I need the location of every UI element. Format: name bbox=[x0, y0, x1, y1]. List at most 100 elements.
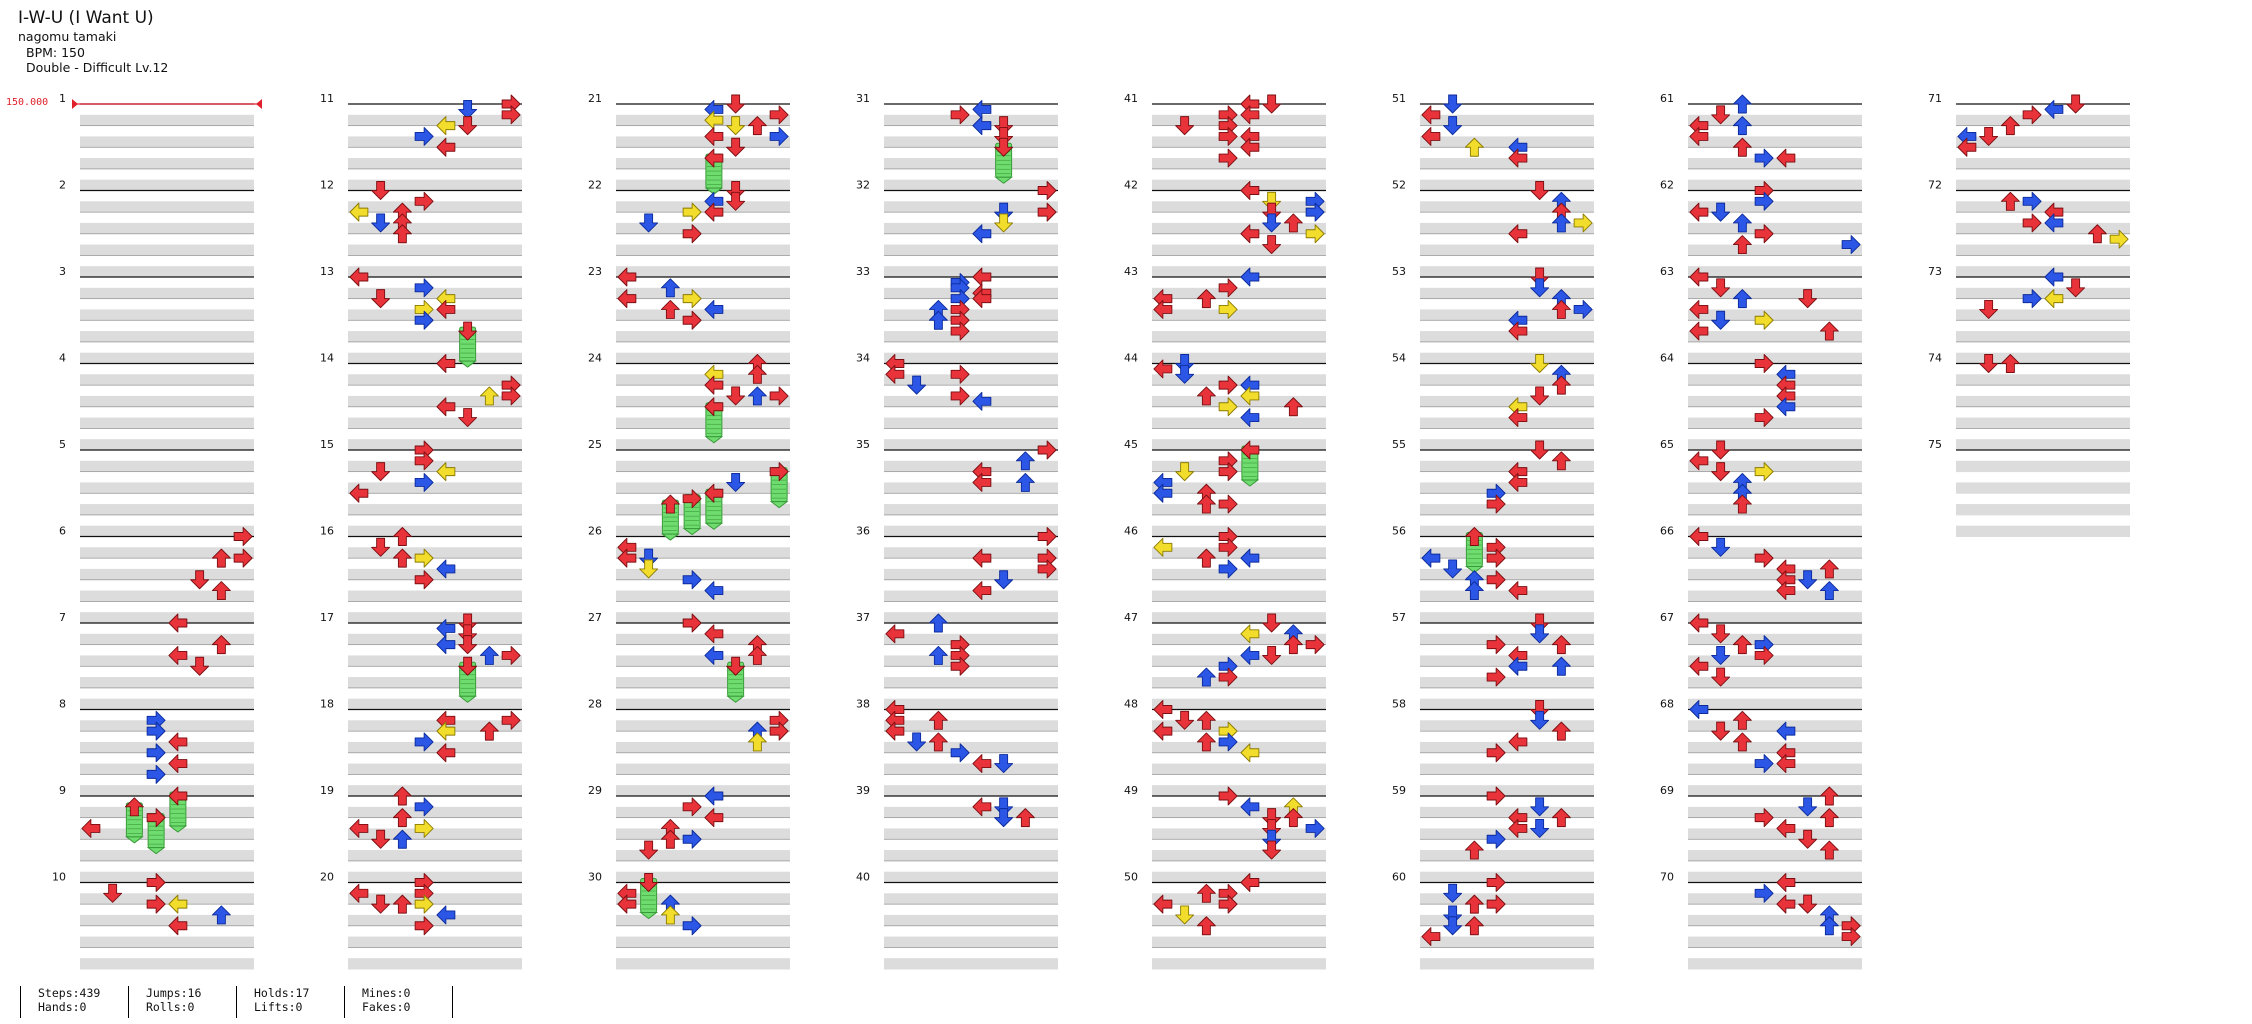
measure-25: 25 bbox=[588, 438, 790, 537]
step-arrow-193 bbox=[1037, 527, 1057, 546]
arrow-icon bbox=[1551, 213, 1571, 233]
step-arrow-163 bbox=[972, 116, 992, 136]
arrow-icon bbox=[1508, 224, 1528, 244]
arrow-icon bbox=[1776, 148, 1796, 168]
step-arrow-407 bbox=[1754, 462, 1774, 482]
beat-band bbox=[1420, 612, 1594, 624]
measure-41: 41 bbox=[1124, 92, 1326, 191]
beat-band bbox=[1688, 460, 1862, 473]
stat-jumps: Jumps:16 bbox=[146, 986, 202, 1000]
step-arrow-149 bbox=[704, 808, 724, 828]
step-arrow-20 bbox=[103, 883, 123, 903]
arrow-icon bbox=[1196, 494, 1216, 514]
step-arrow-374 bbox=[1711, 105, 1731, 125]
arrow-icon bbox=[950, 743, 970, 763]
measure-number: 37 bbox=[856, 611, 870, 624]
stats-divider bbox=[344, 986, 345, 1018]
beat-band bbox=[1688, 590, 1862, 602]
beat-band bbox=[348, 806, 522, 819]
beat-band bbox=[1420, 201, 1594, 213]
beat-band bbox=[884, 158, 1058, 170]
arrow-icon bbox=[1754, 754, 1774, 774]
beat-band bbox=[80, 374, 254, 386]
arrow-icon bbox=[639, 840, 659, 860]
arrow-icon bbox=[1196, 386, 1216, 406]
measure-number: 45 bbox=[1124, 438, 1138, 451]
measure-number: 21 bbox=[588, 92, 602, 105]
step-arrow-74 bbox=[501, 710, 521, 730]
step-arrow-81 bbox=[392, 808, 412, 828]
step-arrow-49 bbox=[479, 386, 499, 406]
beat-band bbox=[80, 698, 254, 710]
arrow-icon bbox=[1689, 613, 1709, 633]
beat-band bbox=[1420, 633, 1594, 646]
arrow-icon bbox=[124, 797, 144, 817]
step-arrow-367 bbox=[1464, 894, 1484, 914]
step-arrow-233 bbox=[1283, 213, 1303, 233]
beat-band bbox=[884, 763, 1058, 775]
measure-number: 2 bbox=[59, 179, 66, 192]
measure-55: 55 bbox=[1392, 438, 1594, 537]
beat-band bbox=[348, 460, 522, 473]
arrow-icon bbox=[1486, 570, 1506, 590]
step-arrow-328 bbox=[1508, 408, 1528, 428]
beat-band bbox=[616, 136, 790, 148]
arrow-icon bbox=[501, 710, 521, 730]
arrow-icon bbox=[1218, 126, 1238, 146]
arrow-icon bbox=[928, 310, 948, 330]
beat-band bbox=[348, 958, 522, 970]
arrow-icon bbox=[414, 451, 434, 471]
step-arrow-338 bbox=[1486, 548, 1506, 568]
arrow-icon bbox=[436, 462, 456, 482]
arrow-icon bbox=[972, 548, 992, 568]
step-arrow-259 bbox=[1153, 483, 1173, 503]
arrow-icon bbox=[747, 116, 767, 136]
beat-band bbox=[884, 460, 1058, 473]
beat-band bbox=[1956, 266, 2130, 278]
arrow-icon bbox=[1486, 548, 1506, 568]
beat-band bbox=[1956, 287, 2130, 300]
hold-tail bbox=[726, 695, 746, 703]
arrow-icon bbox=[1711, 537, 1731, 557]
step-arrow-268 bbox=[1218, 559, 1238, 579]
measure-number: 41 bbox=[1124, 92, 1138, 105]
arrow-icon bbox=[769, 126, 789, 146]
step-arrow-256 bbox=[1175, 462, 1195, 482]
song-title: I-W-U (I Want U) bbox=[18, 8, 154, 28]
step-arrow-429 bbox=[1732, 710, 1752, 730]
arrow-icon bbox=[349, 267, 369, 287]
beat-band bbox=[1420, 806, 1594, 819]
arrow-icon bbox=[704, 148, 724, 168]
bpm-change-arrow bbox=[256, 99, 262, 109]
measure-number: 27 bbox=[588, 611, 602, 624]
step-arrow-122 bbox=[726, 386, 746, 406]
step-arrow-267 bbox=[1196, 548, 1216, 568]
step-arrow-383 bbox=[1689, 202, 1709, 222]
arrow-icon bbox=[1689, 321, 1709, 341]
beat-band bbox=[884, 352, 1058, 364]
arrow-icon bbox=[1732, 635, 1752, 655]
step-arrow-217 bbox=[994, 808, 1014, 828]
beat-band bbox=[884, 633, 1058, 646]
step-arrow-58 bbox=[349, 483, 369, 503]
step-arrow-57 bbox=[414, 472, 434, 492]
step-arrow-421 bbox=[1711, 624, 1731, 644]
step-arrow-319 bbox=[1551, 299, 1571, 319]
beat-band bbox=[1956, 460, 2130, 473]
beat-band bbox=[1420, 482, 1594, 494]
arrow-icon bbox=[950, 105, 970, 125]
stat-holds: Holds:17 bbox=[254, 986, 310, 1000]
measure-39: 39 bbox=[856, 784, 1058, 883]
measure-number: 65 bbox=[1660, 438, 1674, 451]
step-arrow-298 bbox=[1196, 883, 1216, 903]
step-arrow-464 bbox=[2109, 229, 2129, 249]
arrow-icon bbox=[1196, 916, 1216, 936]
step-arrow-357 bbox=[1486, 786, 1506, 806]
beat-band bbox=[348, 287, 522, 300]
arrow-icon bbox=[2000, 354, 2020, 373]
beat-band bbox=[1688, 547, 1862, 559]
measure-30: 30 bbox=[588, 871, 790, 970]
beat-band bbox=[1688, 677, 1862, 689]
step-arrow-292 bbox=[1262, 818, 1282, 838]
arrow-icon bbox=[436, 299, 456, 319]
